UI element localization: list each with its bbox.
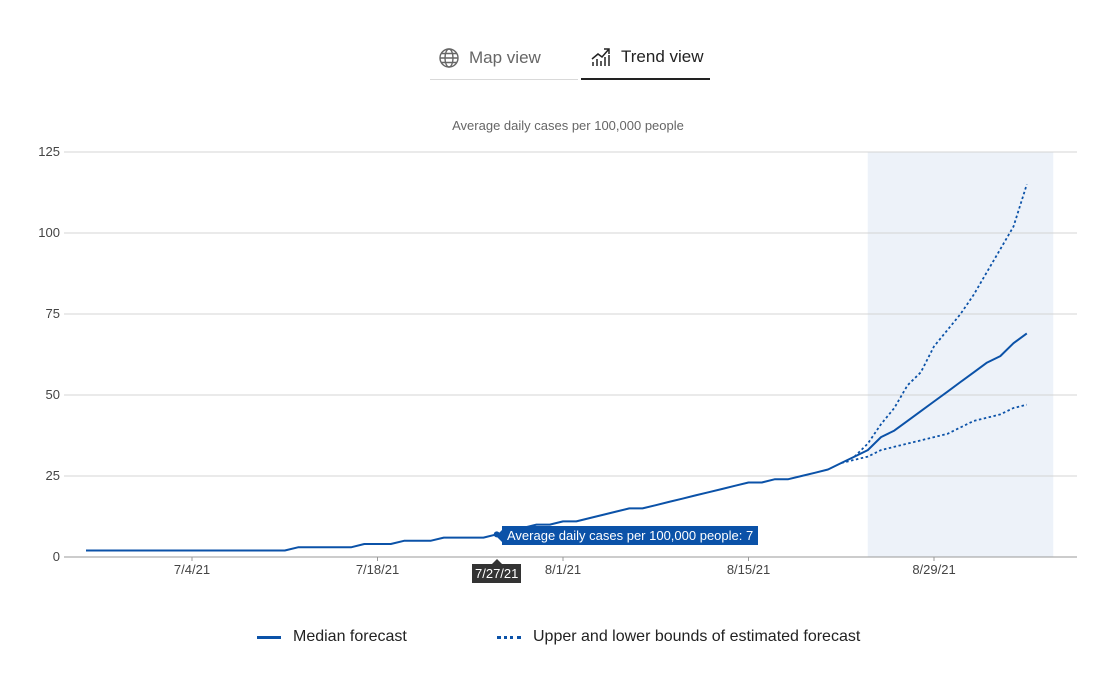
date-tooltip: 7/27/21 <box>472 559 522 583</box>
chart-title: Average daily cases per 100,000 people <box>452 118 684 133</box>
view-tabs: Map view Trend view <box>430 36 710 82</box>
series-line-median <box>86 332 1028 552</box>
y-tick-label: 50 <box>46 387 60 402</box>
tab-map-view[interactable]: Map view <box>430 36 578 80</box>
legend-dotted-line-swatch <box>497 635 521 639</box>
legend-median-label: Median forecast <box>293 628 407 645</box>
series-line-upper-bound <box>853 184 1028 458</box>
forecast-shaded-region <box>867 152 1054 557</box>
x-tick-label: 7/4/21 <box>174 562 210 577</box>
x-tick-label: 8/1/21 <box>545 562 581 577</box>
tab-map-view-label: Map view <box>469 47 541 67</box>
legend-solid-line-swatch <box>257 635 281 639</box>
y-tick-label: 100 <box>38 225 60 240</box>
globe-icon <box>438 47 460 69</box>
legend-item-bounds[interactable]: Upper and lower bounds of estimated fore… <box>497 626 860 648</box>
x-tick-label: 7/18/21 <box>356 562 399 577</box>
tab-trend-view-label: Trend view <box>621 47 704 66</box>
y-tick-label: 125 <box>38 144 60 159</box>
x-tick-label: 8/15/21 <box>727 562 770 577</box>
x-tick-label: 8/29/21 <box>912 562 955 577</box>
trend-chart-icon <box>590 46 612 68</box>
legend-item-median[interactable]: Median forecast <box>257 626 407 648</box>
y-tick-label: 25 <box>46 468 60 483</box>
legend-bounds-label: Upper and lower bounds of estimated fore… <box>533 628 861 645</box>
y-tick-label: 75 <box>46 306 60 321</box>
series-line-lower-bound <box>841 403 1028 464</box>
tab-trend-view[interactable]: Trend view <box>581 36 710 80</box>
value-tooltip: Average daily cases per 100,000 people: … <box>495 526 759 545</box>
y-tick-label: 0 <box>53 549 60 564</box>
